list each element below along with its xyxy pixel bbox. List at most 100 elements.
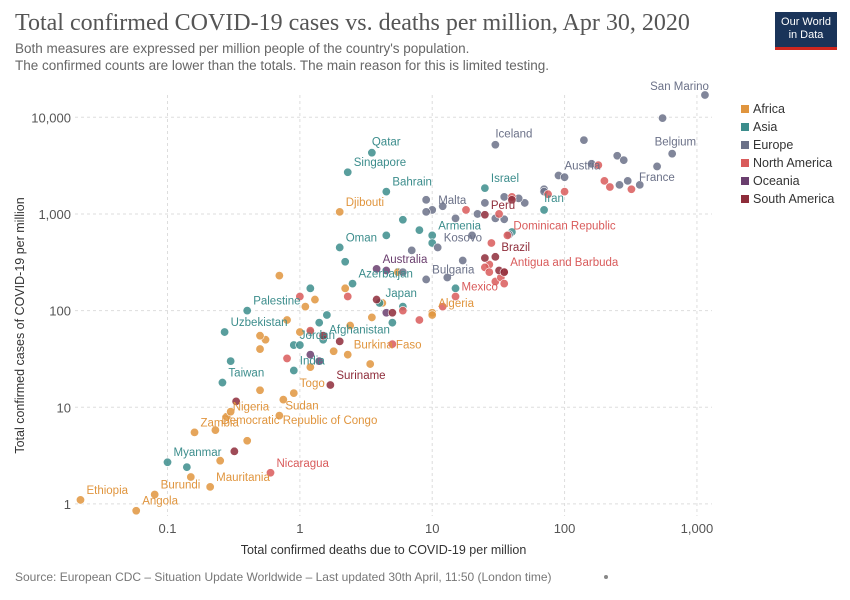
data-point bbox=[163, 457, 173, 467]
x-tick-label: 100 bbox=[554, 521, 576, 536]
point-label: Afghanistan bbox=[329, 325, 390, 337]
data-point bbox=[398, 215, 408, 225]
data-point bbox=[305, 283, 315, 293]
data-point bbox=[215, 456, 225, 466]
legend-entry: Europe bbox=[753, 138, 793, 152]
point-label: Bulgaria bbox=[432, 264, 475, 276]
data-point bbox=[427, 230, 437, 240]
data-point bbox=[182, 462, 192, 472]
point-label: Suriname bbox=[336, 370, 385, 382]
data-point bbox=[226, 356, 236, 366]
point-label: Myanmar bbox=[174, 447, 222, 459]
data-point bbox=[305, 326, 315, 336]
data-point bbox=[329, 346, 339, 356]
data-point bbox=[502, 230, 512, 240]
data-point bbox=[507, 195, 517, 205]
data-point bbox=[340, 283, 350, 293]
data-point bbox=[322, 310, 332, 320]
data-point bbox=[381, 265, 391, 275]
data-point bbox=[421, 274, 431, 284]
data-point bbox=[255, 331, 265, 341]
data-point bbox=[372, 264, 382, 274]
logo-line-1: Our World bbox=[781, 16, 831, 28]
data-point bbox=[480, 198, 490, 208]
point-label: Sudan bbox=[285, 401, 318, 413]
legend-swatch bbox=[741, 105, 749, 113]
data-point bbox=[274, 271, 284, 281]
data-point bbox=[314, 356, 324, 366]
data-point bbox=[242, 436, 252, 446]
source-note: Source: European CDC – Situation Update … bbox=[15, 570, 552, 584]
data-point bbox=[220, 327, 230, 337]
data-point bbox=[210, 425, 220, 435]
point-label: Nicaragua bbox=[277, 458, 330, 470]
data-point bbox=[310, 295, 320, 305]
data-point bbox=[325, 380, 335, 390]
legend-entry: Oceania bbox=[753, 174, 800, 188]
data-point bbox=[295, 291, 305, 301]
data-point bbox=[387, 308, 397, 318]
data-point bbox=[340, 257, 350, 267]
data-point bbox=[282, 315, 292, 325]
data-point bbox=[398, 267, 408, 277]
point-label: Iran bbox=[544, 193, 564, 205]
legend-swatch bbox=[741, 195, 749, 203]
data-point bbox=[345, 321, 355, 331]
data-point bbox=[295, 327, 305, 337]
point-label: Togo bbox=[300, 378, 325, 390]
y-tick-label: 10 bbox=[57, 400, 71, 415]
data-point bbox=[442, 273, 452, 283]
data-point bbox=[433, 242, 443, 252]
data-point bbox=[343, 167, 353, 177]
y-tick-label: 100 bbox=[49, 304, 71, 319]
data-point bbox=[231, 396, 241, 406]
data-point bbox=[421, 195, 431, 205]
y-tick-label: 1 bbox=[64, 497, 71, 512]
data-point bbox=[438, 201, 448, 211]
data-point bbox=[626, 184, 636, 194]
legend-entry: South America bbox=[753, 192, 834, 206]
point-label: Iceland bbox=[495, 129, 532, 141]
data-point bbox=[343, 350, 353, 360]
data-point bbox=[499, 267, 509, 277]
data-point bbox=[658, 113, 668, 123]
point-label: Democratic Republic of Congo bbox=[221, 415, 377, 427]
data-point bbox=[700, 90, 710, 100]
y-tick-label: 10,000 bbox=[31, 110, 71, 125]
x-tick-label: 1,000 bbox=[681, 521, 714, 536]
data-point bbox=[539, 205, 549, 215]
data-point bbox=[348, 279, 358, 289]
data-point bbox=[414, 315, 424, 325]
point-label: Peru bbox=[491, 200, 515, 212]
data-point bbox=[381, 187, 391, 197]
data-point bbox=[484, 267, 494, 277]
data-point bbox=[381, 230, 391, 240]
data-point bbox=[520, 198, 530, 208]
legend-entry: Africa bbox=[753, 102, 785, 116]
chart-subtitle-line-2: The confirmed counts are lower than the … bbox=[15, 58, 550, 73]
data-point bbox=[458, 255, 468, 265]
data-point bbox=[451, 283, 461, 293]
data-point bbox=[499, 279, 509, 289]
data-point bbox=[467, 230, 477, 240]
point-label: Burundi bbox=[161, 480, 201, 492]
legend-swatch bbox=[741, 141, 749, 149]
point-label: Jordan bbox=[300, 330, 335, 342]
data-point bbox=[486, 238, 496, 248]
data-point bbox=[560, 187, 570, 197]
data-point bbox=[543, 189, 553, 199]
data-point bbox=[387, 339, 397, 349]
chart-title: Total confirmed COVID-19 cases vs. death… bbox=[15, 10, 690, 36]
data-point bbox=[205, 482, 215, 492]
dot-icon bbox=[604, 575, 608, 579]
point-label: Armenia bbox=[438, 220, 481, 232]
data-point bbox=[278, 395, 288, 405]
data-point bbox=[186, 472, 196, 482]
point-label: India bbox=[300, 356, 326, 368]
owid-logo[interactable]: Our World in Data bbox=[775, 12, 837, 50]
point-label: Palestine bbox=[253, 296, 300, 308]
data-point bbox=[343, 291, 353, 301]
data-point bbox=[605, 182, 615, 192]
data-point bbox=[150, 490, 160, 500]
chart-subtitle-line-1: Both measures are expressed per million … bbox=[15, 41, 470, 56]
